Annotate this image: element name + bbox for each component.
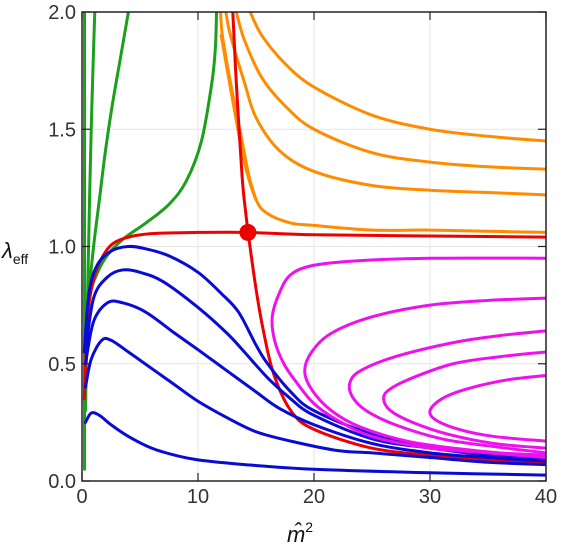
red-curve-10 (82, 230, 546, 401)
orange-curve-5 (224, 12, 546, 197)
y-axis-title-main: λ (1, 238, 13, 263)
blue-curve-13 (83, 299, 546, 463)
y-axis-title-subscript: eff (13, 251, 28, 267)
x-tick-label: 30 (419, 486, 441, 508)
x-axis-title: m̂2 (287, 519, 313, 547)
critical-point-marker (239, 223, 257, 241)
magenta-curve-18 (347, 329, 546, 455)
x-axis-title-superscript: 2 (305, 519, 313, 535)
orange-curve-6 (234, 12, 546, 171)
x-tick-label: 40 (535, 486, 557, 508)
y-axis-title: λeff (1, 238, 28, 267)
x-tick-label: 20 (303, 486, 325, 508)
y-tick-label: 2.0 (48, 2, 76, 24)
series-layer (82, 12, 546, 477)
magenta-curve-20 (428, 373, 546, 443)
orange-curve-7 (248, 12, 546, 143)
orange-curve-8 (219, 33, 546, 234)
blue-curve-14 (83, 336, 546, 467)
magenta-curve-19 (382, 350, 546, 450)
y-tick-label: 1.0 (48, 237, 76, 259)
x-tick-label: 0 (76, 486, 87, 508)
x-axis-title-main: m̂ (287, 522, 305, 547)
magenta-curve-17 (303, 296, 546, 457)
red-curve-9 (231, 12, 546, 464)
marker-layer (239, 223, 257, 241)
y-tick-label: 0.5 (48, 354, 76, 376)
magenta-curve-16 (270, 256, 546, 460)
y-tick-label: 0.0 (48, 471, 76, 493)
x-tick-label: 10 (187, 486, 209, 508)
blue-curve-15 (83, 411, 546, 477)
y-tick-label: 1.5 (48, 119, 76, 141)
blue-curve-11 (82, 244, 546, 460)
ticks: 0 10 20 30 40 0.0 0.5 1.0 1.5 2.0 (48, 2, 557, 508)
green-curve-3 (85, 12, 219, 307)
